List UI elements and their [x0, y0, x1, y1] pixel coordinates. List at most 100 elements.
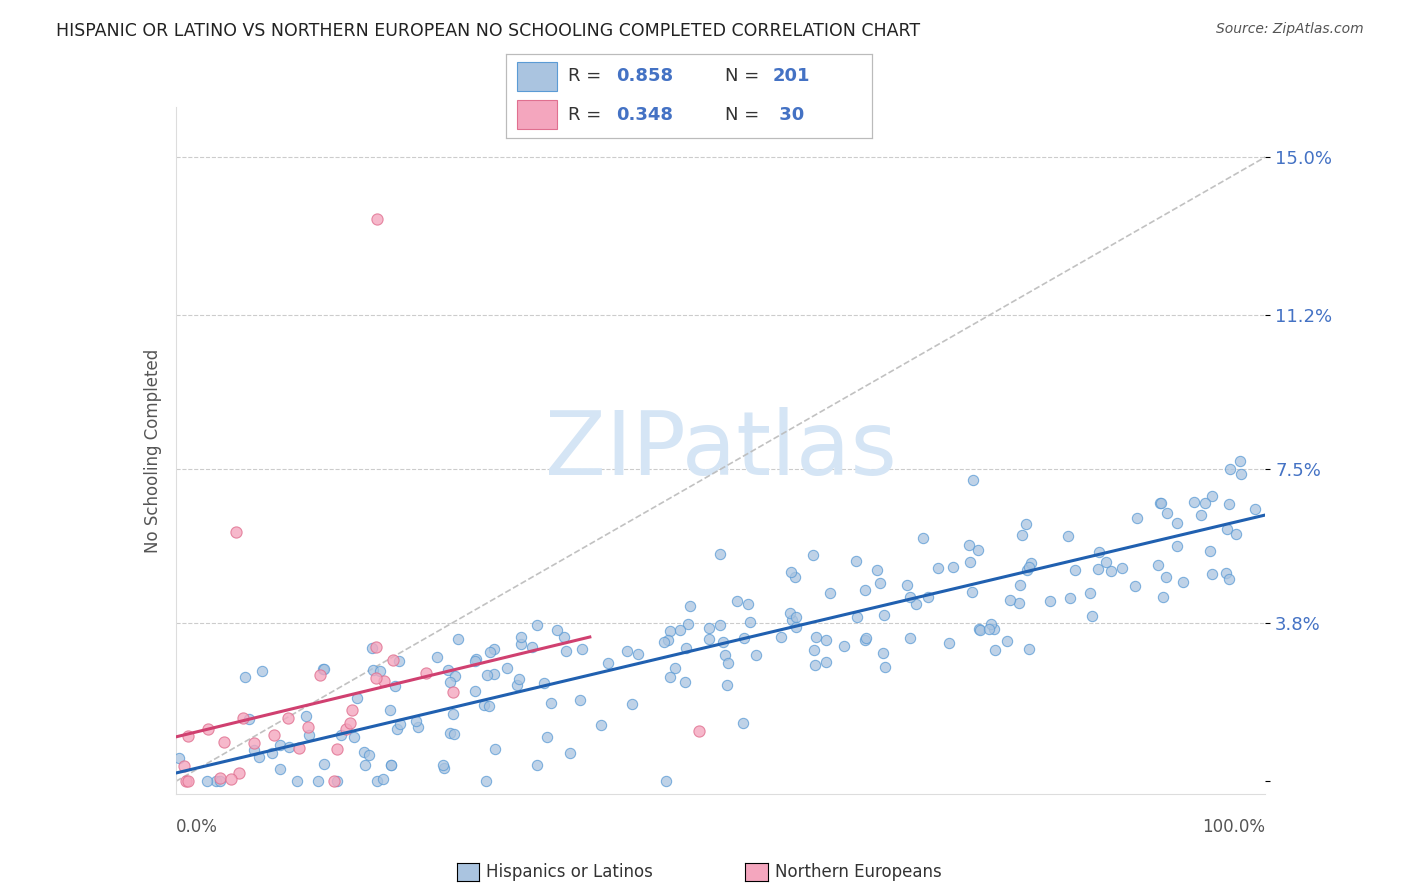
- Point: [652, 635, 675, 649]
- Point: [307, 774, 329, 789]
- Point: [733, 631, 755, 645]
- Point: [555, 644, 578, 658]
- Point: [814, 655, 837, 669]
- Point: [177, 774, 200, 789]
- Point: [405, 714, 427, 728]
- Point: [679, 599, 702, 614]
- Point: [384, 679, 406, 693]
- Point: [359, 748, 381, 763]
- Point: [389, 716, 412, 731]
- Point: [479, 645, 502, 659]
- Point: [508, 672, 530, 686]
- Point: [1123, 579, 1146, 593]
- Point: [1015, 563, 1038, 577]
- Text: ZIPatlas: ZIPatlas: [544, 407, 897, 494]
- Point: [977, 623, 1000, 637]
- Point: [697, 632, 720, 646]
- Point: [426, 650, 449, 665]
- Point: [433, 761, 456, 775]
- Point: [896, 578, 918, 592]
- Point: [247, 749, 270, 764]
- Point: [366, 774, 388, 789]
- Point: [1099, 564, 1122, 578]
- Point: [785, 620, 807, 634]
- Point: [269, 762, 291, 776]
- Point: [366, 640, 388, 655]
- Point: [664, 661, 686, 675]
- Point: [1201, 489, 1223, 503]
- Point: [1218, 497, 1240, 511]
- Point: [818, 586, 841, 600]
- Point: [526, 758, 548, 772]
- Point: [1011, 528, 1033, 542]
- Point: [688, 724, 710, 739]
- Point: [832, 639, 855, 653]
- Text: N =: N =: [725, 105, 765, 123]
- Point: [1182, 494, 1205, 508]
- Point: [361, 640, 384, 655]
- Point: [388, 654, 411, 668]
- Point: [571, 642, 593, 657]
- Point: [1081, 609, 1104, 624]
- Point: [779, 607, 801, 621]
- Point: [869, 575, 891, 590]
- Point: [368, 665, 391, 679]
- Point: [725, 594, 748, 608]
- Point: [1229, 454, 1251, 468]
- Point: [346, 690, 368, 705]
- Point: [506, 678, 529, 692]
- Point: [546, 623, 568, 637]
- Point: [371, 772, 394, 786]
- Point: [716, 678, 738, 692]
- Point: [478, 699, 501, 714]
- Text: 0.348: 0.348: [616, 105, 673, 123]
- Point: [983, 622, 1005, 636]
- Point: [785, 609, 807, 624]
- Point: [942, 560, 965, 574]
- Point: [621, 698, 644, 712]
- Point: [366, 212, 388, 227]
- Point: [432, 757, 454, 772]
- Point: [378, 703, 401, 717]
- Point: [263, 728, 285, 742]
- Point: [1219, 462, 1241, 476]
- Point: [495, 661, 517, 675]
- Point: [1218, 572, 1240, 586]
- Point: [441, 685, 464, 699]
- Point: [873, 660, 896, 674]
- Point: [1015, 516, 1038, 531]
- Point: [962, 473, 984, 487]
- Point: [846, 610, 869, 624]
- Point: [1194, 496, 1216, 510]
- Point: [804, 630, 827, 644]
- Point: [855, 632, 877, 646]
- Point: [509, 630, 531, 644]
- Text: Source: ZipAtlas.com: Source: ZipAtlas.com: [1216, 22, 1364, 37]
- Point: [167, 751, 190, 765]
- Point: [711, 635, 734, 649]
- Point: [439, 726, 461, 740]
- Point: [312, 662, 335, 676]
- Point: [361, 663, 384, 677]
- Point: [540, 696, 562, 710]
- Point: [1111, 561, 1133, 575]
- Point: [339, 716, 361, 731]
- Point: [209, 774, 232, 789]
- Point: [214, 735, 236, 749]
- Point: [873, 607, 896, 622]
- Point: [437, 663, 460, 677]
- Point: [443, 727, 465, 741]
- Point: [308, 667, 330, 681]
- Text: N =: N =: [725, 67, 765, 85]
- Point: [1063, 562, 1085, 576]
- Point: [484, 742, 506, 756]
- Point: [616, 644, 638, 658]
- Point: [596, 656, 619, 670]
- Point: [980, 616, 1002, 631]
- Point: [343, 730, 366, 744]
- Point: [709, 617, 731, 632]
- Point: [526, 618, 548, 632]
- Point: [243, 743, 266, 757]
- Point: [814, 632, 837, 647]
- Point: [439, 675, 461, 690]
